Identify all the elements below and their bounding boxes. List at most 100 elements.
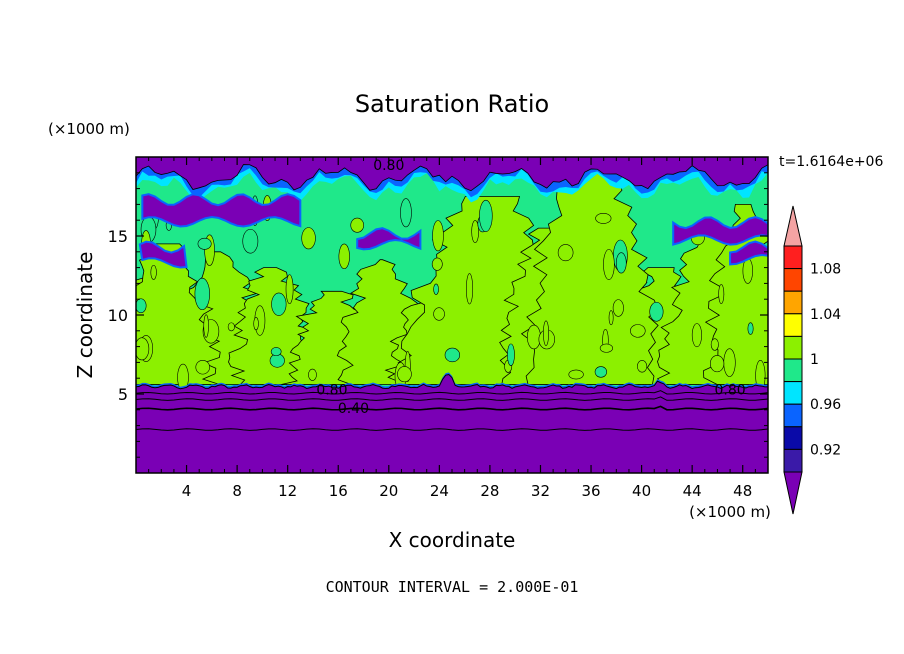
colorbar-bin [783, 381, 803, 405]
y-tick-label: 10 [108, 306, 128, 325]
contour-blob [308, 368, 317, 381]
contour-blob [227, 322, 235, 332]
contour-blob [400, 198, 412, 228]
colorbar-bin [783, 290, 803, 315]
contour-blob [431, 257, 443, 271]
contour-blob [203, 314, 209, 338]
contour-blob [691, 323, 702, 348]
colorbar-bin [783, 358, 803, 383]
contour-interval-label: CONTOUR INTERVAL = 2.000E-01 [326, 578, 579, 596]
contour-blob [615, 252, 627, 274]
contour-blob [433, 283, 439, 295]
contour-blob [479, 199, 493, 232]
contour-blob [136, 337, 150, 361]
contour-blob [466, 273, 474, 305]
contour-label: 0.80 [714, 382, 745, 398]
x-tick-label: 36 [581, 482, 600, 500]
colorbar: 1.08 1.04 1 0.96 0.92 [783, 205, 841, 515]
contour-blob [709, 355, 725, 373]
contour-blob [747, 322, 754, 335]
x-tick-label: 32 [531, 482, 550, 500]
dry-filament [138, 240, 188, 269]
time-label: t=1.6164e+06 [779, 154, 883, 170]
contour-line [136, 390, 768, 395]
contour-blob [543, 320, 549, 346]
contour-blob [568, 369, 584, 380]
colorbar-bin [783, 245, 803, 270]
heatmap-field: 0.80 0.80 0.40 0.80 [136, 157, 768, 473]
x-tick-label: 24 [430, 482, 449, 500]
colorbar-bin [783, 448, 803, 473]
contour-line [136, 405, 768, 411]
dry-filament [729, 240, 768, 266]
contour-blob [444, 347, 461, 363]
contour-label: 0.80 [316, 382, 347, 398]
contour-blob [594, 366, 608, 378]
contour-blob [285, 274, 294, 305]
dry-filament [672, 216, 768, 246]
x-tick-label: 4 [182, 482, 192, 500]
contour-blob [603, 249, 615, 280]
contour-line [136, 396, 768, 401]
contour-blob [471, 220, 479, 243]
contour-blob [507, 343, 515, 366]
x-axis-label: X coordinate [389, 528, 516, 552]
y-tick-label: 15 [108, 227, 128, 246]
contour-blob [338, 243, 350, 270]
contour-blob [742, 257, 753, 284]
contour-line [136, 428, 768, 431]
heatmap-plot: 0.80 0.80 0.40 0.80 [136, 157, 768, 473]
contour-blob [612, 299, 624, 317]
contour-blob [599, 343, 614, 353]
colorbar-bin [783, 403, 803, 428]
lower-subsaturated-layer [136, 373, 768, 473]
contour-blob [526, 324, 541, 350]
colorbar-label: 1 [810, 352, 819, 368]
x-tick-label: 20 [379, 482, 398, 500]
contour-blob [723, 348, 736, 377]
x-tick-label: 44 [683, 482, 702, 500]
contour-blob [710, 338, 719, 351]
y-unit-label: (×1000 m) [48, 120, 130, 138]
contour-blob [608, 310, 614, 326]
colorbar-label: 0.96 [810, 397, 841, 413]
colorbar-high-triangle [783, 205, 803, 247]
x-tick-label: 28 [480, 482, 499, 500]
contour-blob [397, 366, 412, 383]
supersaturated-region [136, 243, 221, 385]
dry-filament [356, 227, 422, 251]
x-unit-label: (×1000 m) [689, 503, 771, 521]
colorbar-label: 1.04 [810, 307, 841, 323]
contour-blob [718, 284, 725, 304]
contour-blob [301, 227, 316, 250]
contour-blob [150, 264, 157, 280]
contour-blob [136, 298, 147, 314]
contour-blob [197, 237, 212, 250]
x-tick-label: 16 [329, 482, 348, 500]
contour-blob [350, 217, 365, 233]
x-tick-label: 48 [733, 482, 752, 500]
colorbar-low-triangle [783, 471, 803, 515]
x-tick-label: 12 [278, 482, 297, 500]
colorbar-bin [783, 313, 803, 337]
contour-blob [595, 212, 612, 224]
contour-blob [270, 347, 282, 357]
contour-blob [195, 359, 210, 375]
contour-blob [636, 360, 648, 373]
colorbar-label: 0.92 [810, 442, 841, 458]
contour-blob [557, 244, 574, 262]
dry-filament [141, 193, 302, 228]
x-tick-label: 40 [632, 482, 651, 500]
contour-blob [433, 307, 445, 321]
contour-blob [253, 317, 259, 331]
upper-dry-band [136, 157, 768, 192]
chart-title: Saturation Ratio [355, 90, 549, 118]
y-tick-label: 5 [118, 385, 128, 404]
contour-label: 0.80 [373, 158, 404, 174]
contour-blob [630, 324, 646, 338]
y-axis-label: Z coordinate [73, 252, 97, 379]
colorbar-bin [783, 335, 803, 360]
contour-blob [271, 292, 287, 316]
